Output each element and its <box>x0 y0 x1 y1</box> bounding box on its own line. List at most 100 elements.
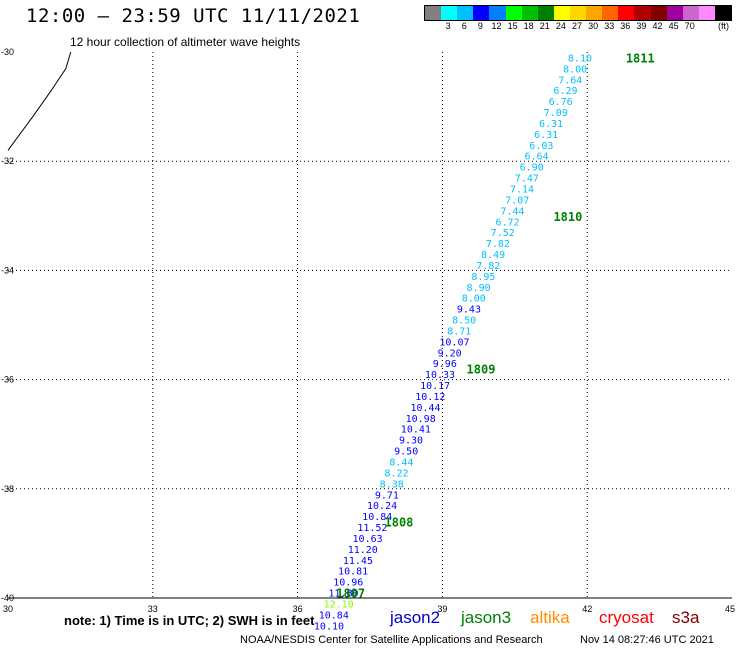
wave-height-value: 8.38 <box>380 479 404 490</box>
colorbar-cell <box>650 6 667 20</box>
y-tick-label: -32 <box>1 156 14 166</box>
wave-height-value: 7.09 <box>544 108 568 119</box>
track-label: 1807 <box>336 587 365 601</box>
wave-height-value: 9.20 <box>438 348 462 359</box>
wave-height-value: 6.03 <box>529 141 553 152</box>
wave-height-value: 10.24 <box>367 501 397 512</box>
wave-height-value: 10.98 <box>406 414 436 425</box>
wave-height-value: 7.82 <box>476 261 500 272</box>
y-tick-label: -30 <box>1 47 14 57</box>
colorbar-cell <box>682 6 699 20</box>
wave-height-value: 10.12 <box>415 392 445 403</box>
wave-height-value: 11.20 <box>348 545 378 556</box>
colorbar-cell <box>666 6 683 20</box>
colorbar-label: 27 <box>571 21 583 31</box>
wave-height-value: 10.17 <box>420 381 450 392</box>
wave-height-value: 8.49 <box>481 250 505 261</box>
wave-height-value: 7.82 <box>486 239 510 250</box>
colorbar-label: 12 <box>491 21 502 31</box>
wave-height-value: 10.96 <box>333 578 363 589</box>
wave-height-value: 6.64 <box>524 152 548 163</box>
wave-height-value: 6.31 <box>534 130 558 141</box>
wave-height-value: 10.84 <box>319 610 349 621</box>
wave-height-value: 9.43 <box>457 305 481 316</box>
x-tick-label: 42 <box>582 604 592 614</box>
wave-height-value: 7.47 <box>515 174 539 185</box>
colorbar-cell <box>473 6 490 20</box>
track-label: 1811 <box>626 51 655 65</box>
colorbar-label: 39 <box>636 21 647 31</box>
colorbar-label: 9 <box>477 21 483 31</box>
wave-height-value: 10.33 <box>425 370 455 381</box>
wave-height-value: 8.22 <box>384 468 408 479</box>
colorbar-labels: 3 6 9 12 15 18 21 24 27 30 33 36 39 42 45 70 <box>424 21 730 33</box>
wave-height-value: 9.30 <box>399 436 423 447</box>
wave-height-value: 7.52 <box>491 228 515 239</box>
wave-height-value: 7.44 <box>500 206 524 217</box>
colorbar-label: 70 <box>684 21 695 31</box>
colorbar-cell <box>618 6 635 20</box>
satellite-legend-jason2: jason2 <box>390 608 441 627</box>
colorbar-label: 21 <box>539 21 550 31</box>
satellite-legend-s3a: s3a <box>672 608 700 627</box>
x-tick-label: 33 <box>148 604 158 614</box>
note-text: note: 1) Time is in UTC; 2) SWH is in fe… <box>64 613 315 628</box>
y-tick-label: -34 <box>1 265 14 275</box>
wave-height-value: 6.31 <box>539 119 563 130</box>
wave-height-value: 8.00 <box>563 64 587 75</box>
wave-height-value: 10.84 <box>362 512 392 523</box>
wave-height-value: 11.80 <box>328 589 358 600</box>
colorbar-label: 30 <box>588 21 599 31</box>
colorbar-label: 3 <box>445 21 451 31</box>
colorbar-label: 33 <box>604 21 615 31</box>
colorbar <box>424 5 732 21</box>
colorbar-label: 45 <box>668 21 679 31</box>
colorbar-label: 15 <box>507 21 518 31</box>
colorbar-cell <box>698 6 715 20</box>
wave-height-value: 9.96 <box>433 359 457 370</box>
colorbar-label: 36 <box>620 21 631 31</box>
track-label: 1809 <box>467 363 496 377</box>
wave-height-value: 11.52 <box>357 523 387 534</box>
wave-height-value: 8.95 <box>471 272 495 283</box>
wave-height-value: 8.00 <box>462 294 486 305</box>
colorbar-cell <box>586 6 603 20</box>
wave-height-value: 11.45 <box>343 556 373 567</box>
colorbar-label: 24 <box>555 21 566 31</box>
wave-height-value: 9.50 <box>394 447 418 458</box>
wave-height-value: 8.71 <box>447 326 471 337</box>
wave-height-value: 7.64 <box>558 75 582 86</box>
footer-credit: NOAA/NESDIS Center for Satellite Applica… <box>240 634 543 646</box>
wave-height-value: 10.41 <box>401 425 431 436</box>
wave-height-value: 8.44 <box>389 458 413 469</box>
wave-height-value: 8.50 <box>452 316 476 327</box>
colorbar-label: 6 <box>461 21 467 31</box>
x-tick-label: 30 <box>3 604 13 614</box>
colorbar-cell <box>602 6 619 20</box>
colorbar-cell <box>489 6 506 20</box>
map-subtitle: 12 hour collection of altimeter wave hei… <box>70 35 301 49</box>
wave-height-value: 9.71 <box>375 490 399 501</box>
satellite-legend-altika: altika <box>530 608 570 627</box>
colorbar-cell <box>457 6 474 20</box>
y-tick-label: -40 <box>1 593 14 603</box>
colorbar-cell <box>569 6 587 20</box>
satellite-legend-jason3: jason3 <box>461 608 512 627</box>
track-label: 1808 <box>385 516 414 530</box>
colorbar-unit: (ft) <box>718 21 729 31</box>
colorbar-label: 42 <box>652 21 663 31</box>
wave-height-value: 8.90 <box>467 283 491 294</box>
wave-height-value: 6.76 <box>549 97 573 108</box>
wave-height-value: 6.72 <box>496 217 520 228</box>
y-tick-label: -38 <box>1 484 14 494</box>
wave-height-value: 6.90 <box>520 163 544 174</box>
wave-height-value: 7.14 <box>510 185 534 196</box>
coastline <box>7 51 72 151</box>
footer-timestamp: Nov 14 08:27:46 UTC 2021 <box>580 634 714 646</box>
colorbar-cell <box>425 6 442 20</box>
wave-height-value: 7.07 <box>505 195 529 206</box>
map-title: 12:00 — 23:59 UTC 11/11/2021 <box>26 5 361 27</box>
colorbar-cell <box>521 6 538 20</box>
colorbar-cell <box>505 6 522 20</box>
